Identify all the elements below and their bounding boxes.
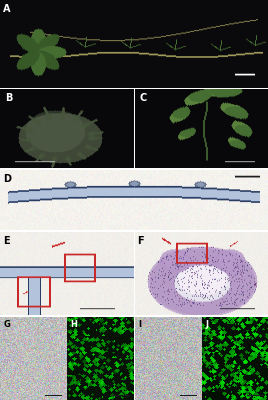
Text: D: D (3, 174, 11, 184)
Text: J: J (205, 320, 208, 329)
Text: E: E (3, 236, 9, 246)
Text: C: C (140, 93, 147, 103)
Text: F: F (137, 236, 144, 246)
Text: I: I (138, 320, 141, 329)
Text: B: B (5, 93, 13, 103)
Text: A: A (3, 4, 10, 14)
Text: H: H (70, 320, 77, 329)
Text: G: G (3, 320, 10, 329)
